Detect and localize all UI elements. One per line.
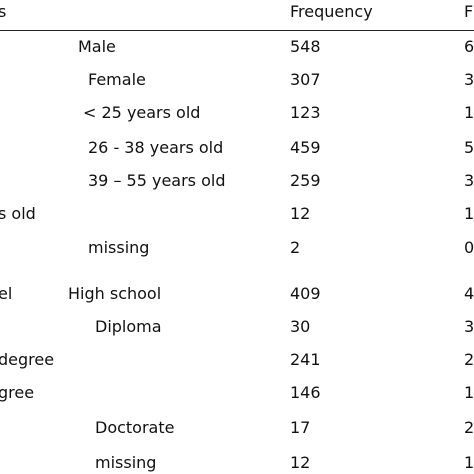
frequency-cell: 17 xyxy=(290,418,311,437)
header-cell: s xyxy=(0,2,7,21)
frequency-cell: 30 xyxy=(290,317,311,336)
percent-cell: 1 xyxy=(464,103,474,122)
frequency-cell: 307 xyxy=(290,70,321,89)
label-cell: Male xyxy=(78,37,116,56)
percent-cell: 2 xyxy=(464,418,474,437)
frequency-cell: 259 xyxy=(290,171,321,190)
frequency-cell: 241 xyxy=(290,350,321,369)
header-rule xyxy=(0,30,474,31)
frequency-cell: 459 xyxy=(290,138,321,157)
label-cell: Female xyxy=(88,70,146,89)
label-cell: 26 - 38 years old xyxy=(88,138,224,157)
group-cell: s old xyxy=(0,204,36,223)
frequency-cell: 123 xyxy=(290,103,321,122)
percent-cell: 0 xyxy=(464,238,474,257)
label-cell: High school xyxy=(68,284,162,303)
label-cell: Doctorate xyxy=(95,418,175,437)
percent-cell: 6 xyxy=(464,37,474,56)
percent-cell: 3 xyxy=(464,171,474,190)
header-cell: Frequency xyxy=(290,2,373,21)
frequency-cell: 409 xyxy=(290,284,321,303)
percent-cell: 4 xyxy=(464,284,474,303)
percent-cell: 1 xyxy=(464,204,474,223)
frequency-cell: 146 xyxy=(290,383,321,402)
percent-cell: 3 xyxy=(464,70,474,89)
percent-cell: 1 xyxy=(464,453,474,472)
group-cell: degree xyxy=(0,350,55,369)
frequency-cell: 548 xyxy=(290,37,321,56)
frequency-cell: 12 xyxy=(290,204,311,223)
label-cell: missing xyxy=(88,238,150,257)
label-cell: 39 – 55 years old xyxy=(88,171,226,190)
percent-cell: 3 xyxy=(464,317,474,336)
label-cell: Diploma xyxy=(95,317,162,336)
percent-cell: 5 xyxy=(464,138,474,157)
label-cell: missing xyxy=(95,453,157,472)
header-cell: F xyxy=(464,2,474,21)
group-cell: el xyxy=(0,284,13,303)
frequency-cell: 12 xyxy=(290,453,311,472)
percent-cell: 2 xyxy=(464,350,474,369)
label-cell: < 25 years old xyxy=(83,103,201,122)
group-cell: gree xyxy=(0,383,35,402)
percent-cell: 1 xyxy=(464,383,474,402)
frequency-cell: 2 xyxy=(290,238,301,257)
